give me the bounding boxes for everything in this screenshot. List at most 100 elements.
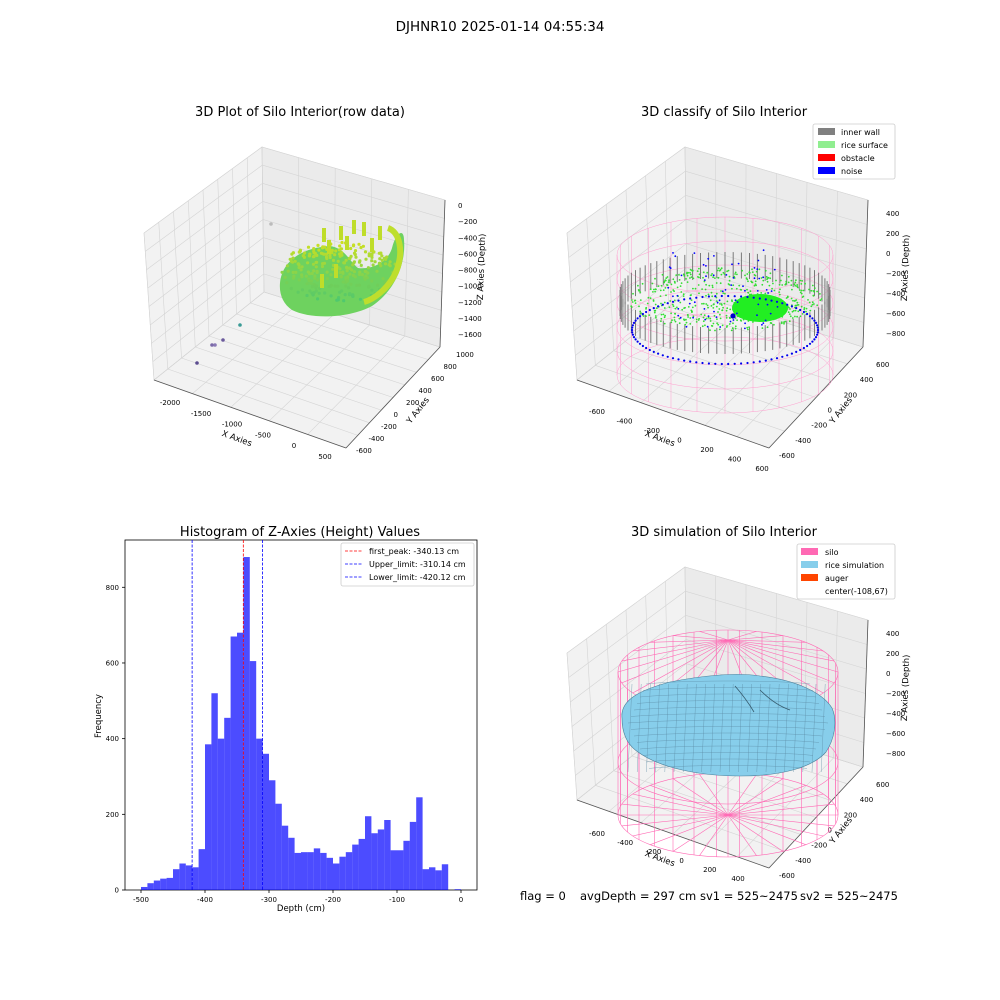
raw-y-tick-label: -600: [356, 447, 372, 455]
classify-rice-surface-point: [755, 284, 757, 287]
histogram-x-tick-label: -100: [389, 896, 405, 904]
raw-point: [307, 279, 311, 283]
classify-rice-surface-point: [792, 299, 794, 302]
legend-swatch-obstacle: [818, 154, 835, 161]
histogram-bar: [441, 864, 449, 890]
classify-rice-surface-point: [816, 304, 819, 307]
histogram-x-tick-label: -400: [197, 896, 213, 904]
classify-noise-point: [683, 359, 686, 362]
raw-column: [378, 226, 382, 240]
classify-rice-surface-point: [663, 301, 666, 304]
simulation-silo-floor-spoke: [727, 793, 824, 816]
classify-rice-surface-point: [796, 284, 799, 286]
classify-rice-surface-point: [700, 313, 703, 316]
classify-rice-surface-point: [798, 289, 801, 291]
classify-rice-surface-point: [788, 306, 790, 309]
classify-rice-surface-point: [710, 274, 713, 277]
classify-rice-surface-point: [680, 291, 683, 293]
classify-rice-surface-point: [689, 273, 692, 276]
classify-rice-surface-point: [787, 311, 790, 314]
simulation-zlabel: Z Axies (Depth): [900, 654, 912, 721]
classify-noise-point: [705, 275, 707, 278]
classify-rice-surface-point: [762, 279, 765, 282]
classify-noise-point: [781, 355, 784, 358]
classify-rice-surface-point: [660, 313, 663, 316]
classify-rice-surface-point: [678, 317, 681, 320]
classify-noise-point: [671, 300, 675, 303]
classify-rice-surface-point: [781, 274, 783, 277]
histogram-legend-label: first_peak: -340.13 cm: [369, 547, 459, 556]
raw-zgrid: [146, 182, 444, 271]
figure-suptitle: DJHNR10 2025-01-14 04:55:34: [396, 19, 605, 35]
classify-rice-surface-point: [800, 289, 803, 292]
raw-point: [289, 286, 293, 291]
classify-noise-point: [641, 312, 645, 316]
classify-rice-surface-point: [800, 283, 803, 285]
histogram-bar: [454, 889, 461, 890]
classify-rice-surface-point: [799, 279, 802, 282]
classify-noise-point: [689, 360, 692, 363]
classify-rice-surface-point: [768, 284, 771, 287]
classify-noise-point: [666, 355, 669, 358]
classify-rice-surface-point: [687, 314, 689, 317]
classify-rice-surface-point: [682, 273, 685, 276]
classify-rice-surface-point: [641, 282, 644, 285]
classify-rice-surface-point: [686, 272, 688, 275]
classify-rice-surface-point: [672, 278, 675, 281]
histogram-bar: [313, 848, 321, 890]
raw-point: [312, 249, 316, 253]
simulation-silo-cap-spoke: [727, 639, 839, 673]
classify-noise-point: [703, 279, 706, 281]
classify-rice-surface-point: [702, 320, 705, 323]
simulation-silo-floor-spoke: [621, 803, 729, 816]
classify-rice-surface-point: [764, 269, 767, 272]
raw-x-tick-label: 500: [318, 453, 331, 461]
classify-rice-surface-point: [800, 305, 803, 308]
legend-swatch-inner-wall: [818, 128, 835, 135]
classify-noise-point: [758, 360, 761, 363]
classify-noise-point: [762, 249, 765, 252]
classify-rice-surface-point: [718, 308, 721, 310]
classify-z-tick-label: −200: [886, 270, 905, 278]
classify-noise-point: [786, 303, 789, 306]
simulation-rice-mesh-line: [636, 739, 820, 743]
histogram-bar: [198, 849, 205, 890]
classify-x-tick-label: -200: [644, 427, 660, 435]
classify-noise-point: [706, 325, 709, 328]
classify-rice-surface-point: [747, 328, 749, 331]
classify-rice-surface-point: [746, 326, 749, 329]
classify-rice-surface-point: [667, 281, 670, 283]
classify-noise-point: [744, 289, 746, 292]
classify-noise-point: [661, 354, 664, 357]
legend-label-silo: silo: [825, 548, 839, 557]
simulation-rice-ridge: [734, 685, 791, 713]
classify-rice-surface-point: [709, 317, 712, 320]
classify-rice-surface-point: [687, 306, 690, 308]
classify-rice-surface-point: [770, 322, 773, 325]
raw-point: [358, 259, 362, 263]
classify-rice-surface-point: [683, 319, 686, 321]
raw-y-axis-line: [345, 346, 441, 449]
raw-point: [345, 269, 349, 273]
classify-noise-point: [704, 318, 707, 321]
raw-zlabel: Z Axies (Depth): [476, 233, 488, 300]
classify-rice-surface-point: [728, 316, 731, 319]
raw-point: [358, 270, 362, 274]
simulation-zgrid: [570, 614, 867, 703]
raw-ygrid: [208, 335, 394, 398]
raw-point: [387, 263, 391, 267]
simulation-rice-mesh-line: [642, 752, 814, 756]
histogram-bar: [301, 852, 308, 890]
classify-noise-point: [808, 342, 812, 345]
classify-rice-surface-point: [679, 285, 682, 287]
raw-y-tick-label: 800: [444, 363, 457, 371]
histogram-bar: [320, 852, 327, 890]
classify-rice-surface-point: [791, 317, 794, 319]
classify-rice-surface-point: [745, 277, 748, 280]
raw-point: [297, 265, 301, 270]
histogram-bar: [352, 844, 359, 890]
classify-rice-surface-point: [639, 291, 642, 293]
classify-rice-surface-point: [672, 305, 675, 308]
histogram-bar: [243, 557, 250, 890]
classify-rice-surface-point: [794, 309, 797, 312]
